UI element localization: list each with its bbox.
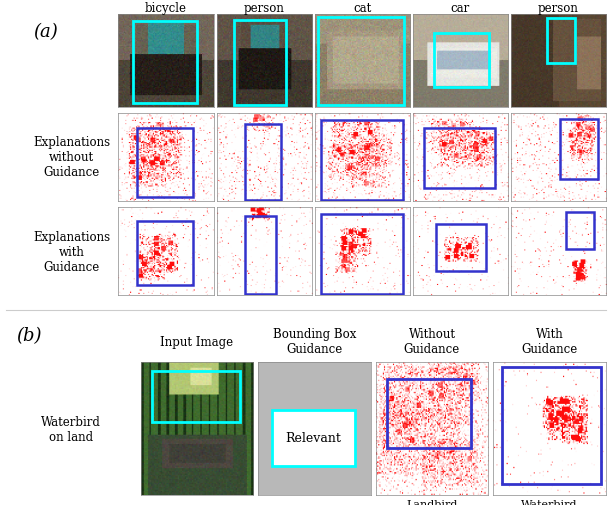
Title: bicycle: bicycle — [145, 2, 187, 15]
Text: (b): (b) — [17, 326, 42, 344]
Text: Relevant: Relevant — [285, 431, 341, 444]
Text: Waterbird
on land: Waterbird on land — [41, 416, 101, 443]
Bar — [547, 19, 575, 64]
Bar — [424, 128, 496, 189]
Title: person: person — [244, 2, 285, 15]
Bar — [138, 222, 193, 285]
Bar — [321, 214, 403, 294]
Bar — [234, 21, 286, 106]
Text: Bounding Box
Guidance: Bounding Box Guidance — [273, 328, 356, 356]
Text: Explanations
without
Guidance: Explanations without Guidance — [33, 136, 110, 179]
Bar — [433, 34, 489, 87]
Bar — [152, 371, 240, 422]
Text: Input Image: Input Image — [160, 335, 234, 348]
Title: car: car — [450, 2, 470, 15]
Bar — [566, 213, 594, 250]
Bar — [502, 367, 602, 484]
Text: Explanations
with
Guidance: Explanations with Guidance — [33, 230, 110, 273]
Text: Without
Guidance: Without Guidance — [404, 328, 460, 356]
Bar — [560, 120, 599, 180]
Bar — [245, 125, 282, 200]
Title: person: person — [538, 2, 579, 15]
Bar — [272, 410, 355, 466]
Title: cat: cat — [353, 2, 371, 15]
Bar — [133, 22, 198, 104]
Bar — [436, 225, 486, 271]
Text: With
Guidance: With Guidance — [521, 328, 578, 356]
Bar — [387, 379, 471, 448]
Bar — [138, 128, 193, 197]
Bar — [321, 121, 403, 200]
X-axis label: Landbird
Confidence: 97%: Landbird Confidence: 97% — [384, 499, 480, 505]
X-axis label: Waterbird
Confidence: 87%: Waterbird Confidence: 87% — [502, 499, 597, 505]
Text: (a): (a) — [34, 23, 58, 40]
Bar — [245, 216, 275, 294]
